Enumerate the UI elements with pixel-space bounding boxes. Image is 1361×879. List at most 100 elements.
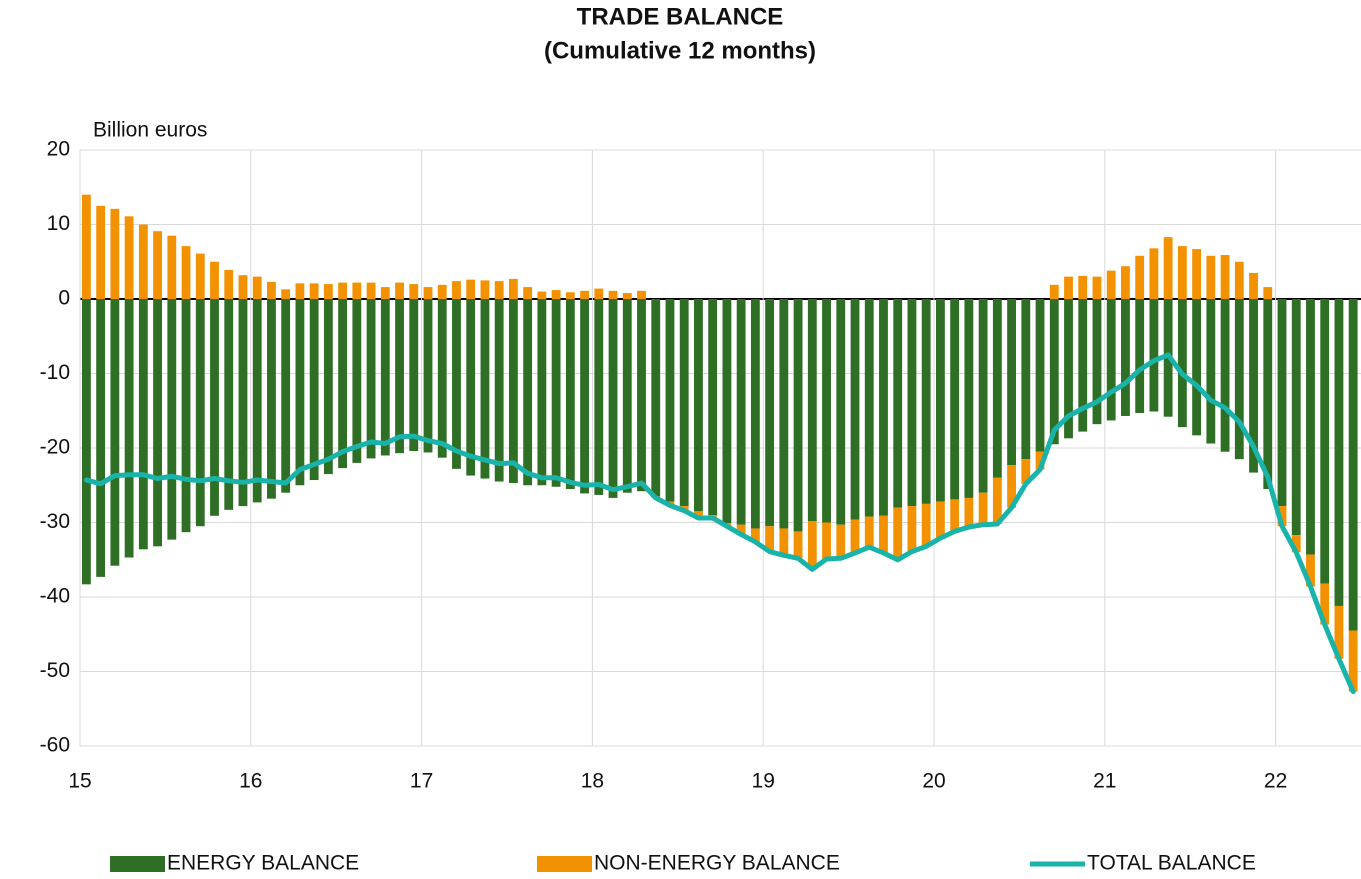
bar [964,299,974,498]
bar [1106,299,1116,421]
bar [224,299,234,510]
y-axis-label: Billion euros [93,119,207,142]
chart-subtitle: (Cumulative 12 months) [544,37,816,64]
y-tick-label: 20 [47,138,70,161]
bar [423,287,433,299]
bar [1192,249,1202,299]
bar [1306,299,1315,555]
bar [309,283,319,299]
bar [1220,255,1230,299]
x-tick-label: 19 [752,770,775,793]
bar [1163,237,1173,299]
bar [523,287,533,299]
lines [83,352,1356,695]
bar [1320,299,1330,584]
bar [366,282,376,299]
x-tick-label: 17 [410,770,433,793]
bar [935,299,945,502]
bar [295,283,305,299]
bar [1177,246,1187,299]
bar [736,524,746,535]
legend-label: NON-ENERGY BALANCE [594,852,840,875]
bar [153,299,162,547]
x-tick-label: 20 [922,770,945,793]
bar [1121,266,1130,299]
bar [822,522,831,560]
bar [864,299,874,517]
bar [537,299,547,486]
legend-label: ENERGY BALANCE [167,852,359,875]
bar [565,292,575,299]
bar [1078,275,1088,299]
bar [1106,270,1116,299]
bar [978,492,988,525]
bar [850,519,860,554]
bar [437,284,447,299]
y-tick-label: -60 [40,734,70,757]
bar [323,299,333,475]
bar [850,299,860,520]
bar [907,299,917,507]
bar [594,288,604,299]
bar [694,511,703,519]
bar [608,290,618,299]
bar [1149,248,1159,299]
bar [338,282,348,299]
bar [1149,299,1159,412]
bar [508,278,518,299]
bar [181,246,191,299]
bar [1348,299,1358,631]
bar [153,231,162,299]
bar [523,299,533,486]
legend: ENERGY BALANCE NON-ENERGY BALANCE TOTAL BA… [110,852,1256,875]
bar [1220,299,1230,452]
bar [1092,276,1102,299]
bar [124,216,134,299]
bar [1234,299,1244,460]
x-tick-label: 21 [1093,770,1116,793]
bar [380,299,390,456]
bar [565,299,575,489]
bar [409,284,419,299]
x-tick-label: 16 [239,770,262,793]
bar [992,299,1002,478]
bar [708,299,718,516]
bar [921,503,931,547]
bar [96,205,106,299]
bar [637,299,646,492]
bar [978,299,988,493]
bar [822,299,831,523]
bar [864,516,874,548]
bar [893,507,903,560]
bar [195,299,205,527]
bar [494,281,504,299]
bar [466,299,476,476]
bar [252,276,262,299]
bar [836,299,846,525]
bar [580,299,589,494]
bar [480,280,490,299]
bar [252,299,262,503]
bar [551,290,561,299]
bar [1277,299,1287,507]
bar [96,299,106,577]
bar [935,501,945,539]
line [83,352,1356,695]
bar [1021,459,1031,484]
bar [1049,299,1059,445]
bar [1121,299,1130,416]
bar [1007,465,1016,508]
bar [395,282,404,299]
bar [736,299,746,525]
bar [452,281,461,299]
bar [694,299,703,512]
bar [1064,276,1073,299]
bar [793,531,803,559]
bar [167,299,177,540]
bar [210,299,219,516]
y-tick-label: -30 [40,510,70,533]
bar [750,299,760,529]
bar [210,261,219,299]
legend-swatch [537,856,592,872]
bar [480,299,490,479]
